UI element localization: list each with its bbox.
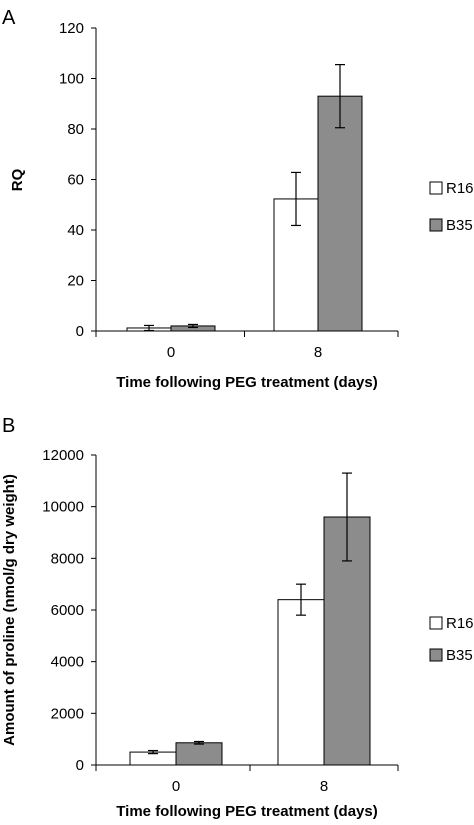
legend-swatch-B35 (429, 648, 443, 662)
y-tick-label: 40 (67, 222, 84, 239)
y-tick-label: 6000 (51, 602, 84, 619)
legend-swatch-R16 (429, 181, 443, 195)
y-tick-label: 60 (67, 172, 84, 189)
y-tick-label: 100 (59, 71, 84, 88)
y-tick-label: 2000 (51, 705, 84, 722)
legend-label-R16: R16 (446, 615, 474, 632)
panel-letter: A (2, 7, 16, 29)
x-tick-label: 8 (320, 778, 328, 795)
legend-swatch-R16 (429, 616, 443, 630)
legend-label-R16: R16 (446, 180, 474, 197)
legend-swatch-B35 (429, 218, 443, 232)
bar-B35-0 (175, 742, 223, 766)
y-tick-label: 10000 (42, 499, 84, 516)
y-tick-label: 0 (76, 323, 84, 340)
y-tick-label: 80 (67, 121, 84, 138)
x-axis-title: Time following PEG treatment (days) (116, 374, 377, 391)
y-axis-title: RQ (9, 168, 26, 191)
legend-label-B35: B35 (446, 217, 473, 234)
y-tick-label: 120 (59, 20, 84, 37)
y-axis-title: Amount of proline (nmol/g dry weight) (1, 474, 18, 746)
chart-panel-B: B 0 2000 4000 6000 8000 10000 12000 0 8 Time follo… (1, 415, 474, 820)
bar-R16-8 (277, 599, 325, 766)
bar-B35-8 (317, 95, 363, 332)
panel-letter: B (2, 415, 15, 437)
x-tick-label: 8 (314, 344, 322, 361)
x-tick-label: 0 (167, 344, 175, 361)
y-tick-label: 4000 (51, 654, 84, 671)
y-tick-label: 0 (76, 757, 84, 774)
y-tick-label: 12000 (42, 447, 84, 464)
legend-label-B35: B35 (446, 647, 473, 664)
y-tick-label: 20 (67, 273, 84, 290)
x-axis-title: Time following PEG treatment (days) (116, 803, 377, 820)
chart-panel-A: A 0 20 40 60 80 100 120 0 8 Time following PEG tre… (2, 7, 474, 391)
y-tick-label: 8000 (51, 550, 84, 567)
x-tick-label: 0 (172, 778, 180, 795)
